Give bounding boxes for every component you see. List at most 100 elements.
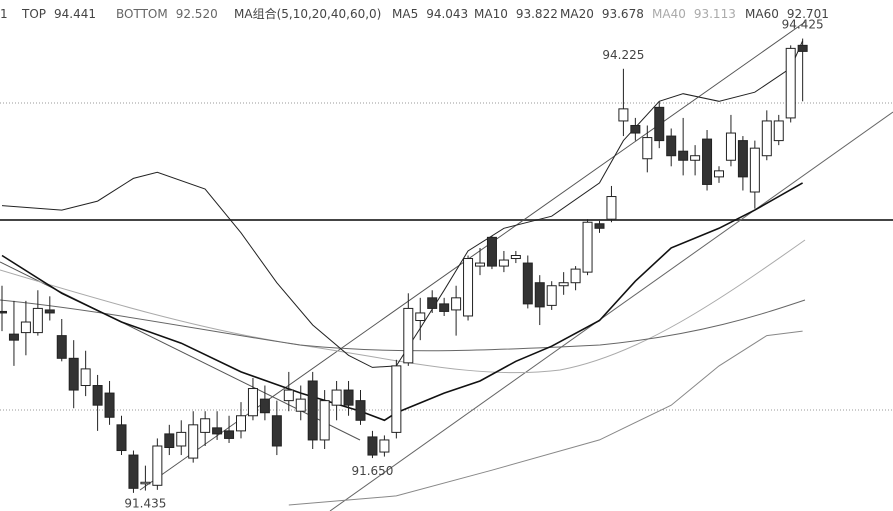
candle-body bbox=[570, 268, 581, 284]
header-value: 94.043 bbox=[426, 7, 468, 21]
candle-body bbox=[534, 282, 545, 308]
candle-body bbox=[319, 400, 330, 441]
candle-body bbox=[247, 388, 258, 417]
candle-body bbox=[56, 335, 67, 359]
annotation: 91.650 bbox=[351, 464, 393, 478]
candle-body bbox=[630, 124, 641, 134]
candle-body bbox=[224, 430, 235, 439]
candle-body bbox=[379, 439, 390, 453]
candle-body bbox=[271, 415, 282, 447]
header-name: 1 bbox=[0, 7, 8, 21]
candle-body bbox=[761, 120, 772, 157]
candle-body bbox=[451, 297, 462, 311]
candle-body bbox=[188, 424, 199, 459]
header-name: MA组合(5,10,20,40,60,0) bbox=[234, 6, 381, 21]
candle-body bbox=[331, 389, 342, 406]
candle-body bbox=[654, 106, 665, 142]
candle-body bbox=[343, 389, 354, 406]
candle-body bbox=[737, 140, 748, 178]
candle-body bbox=[642, 137, 653, 160]
header-name: BOTTOM bbox=[116, 7, 168, 21]
candle-body bbox=[522, 262, 533, 305]
indicator-line bbox=[288, 330, 803, 506]
candle-body bbox=[104, 392, 115, 418]
header-name: TOP bbox=[21, 7, 46, 21]
candle-body bbox=[558, 282, 569, 287]
candle-body bbox=[475, 262, 485, 267]
candle-body bbox=[797, 44, 808, 52]
header-name: MA5 bbox=[392, 7, 418, 21]
candle-body bbox=[463, 258, 474, 317]
candle-body bbox=[295, 398, 306, 412]
candle-body bbox=[546, 285, 557, 306]
candle-body bbox=[128, 454, 139, 489]
annotation: 94.425 bbox=[782, 18, 824, 32]
candle-body bbox=[236, 415, 246, 432]
candle-body bbox=[594, 223, 605, 229]
candle-body bbox=[702, 138, 713, 185]
candle-body bbox=[259, 398, 270, 414]
candle-body bbox=[403, 307, 414, 364]
candle-body bbox=[749, 147, 760, 193]
indicator-line bbox=[1, 40, 804, 368]
candle-body bbox=[200, 418, 211, 433]
indicator-line bbox=[1, 182, 803, 422]
candle-body bbox=[618, 108, 629, 122]
candle-body bbox=[582, 221, 593, 273]
header-value: 94.441 bbox=[54, 7, 96, 21]
candle-body bbox=[773, 120, 784, 142]
candle-body bbox=[212, 427, 223, 435]
candle-body bbox=[152, 445, 163, 486]
candle-body bbox=[0, 310, 7, 314]
candle-body bbox=[176, 431, 187, 447]
header-item: MA20 93.678 bbox=[560, 7, 644, 21]
candle-body bbox=[510, 255, 521, 260]
candle-body bbox=[164, 433, 175, 449]
candle-body bbox=[307, 380, 318, 441]
header-name: MA60 bbox=[745, 7, 779, 21]
header-item: MA10 93.822 bbox=[474, 7, 558, 21]
candle-body bbox=[714, 170, 724, 178]
candle-body bbox=[20, 321, 31, 334]
header-value: 93.822 bbox=[516, 7, 558, 21]
candle-body bbox=[8, 333, 19, 341]
candle-body bbox=[116, 424, 127, 452]
candle-body bbox=[140, 481, 151, 485]
candle-body bbox=[44, 309, 55, 314]
trend-line bbox=[329, 111, 893, 511]
header-name: MA20 bbox=[560, 7, 594, 21]
candle-body bbox=[725, 132, 736, 161]
candle-body bbox=[427, 297, 438, 309]
drawn-lines bbox=[0, 21, 893, 511]
candle-body bbox=[32, 307, 43, 334]
candle-body bbox=[283, 389, 294, 402]
candle-body bbox=[678, 150, 689, 161]
candle-body bbox=[498, 259, 509, 267]
candle-body bbox=[606, 196, 617, 220]
candle-body bbox=[486, 236, 497, 267]
header-value: 92.520 bbox=[176, 7, 218, 21]
header-item: MA5 94.043 bbox=[392, 7, 468, 21]
candle-body bbox=[391, 365, 402, 433]
ma-line bbox=[0, 299, 806, 352]
ma-line bbox=[0, 239, 806, 374]
header-item: MA组合(5,10,20,40,60,0) bbox=[234, 6, 381, 21]
annotation: 94.225 bbox=[602, 48, 644, 62]
candle-body bbox=[785, 47, 796, 119]
header-item: TOP 94.441 bbox=[21, 7, 96, 21]
header-item: MA60 92.701 bbox=[745, 7, 829, 21]
candle-body bbox=[690, 155, 701, 161]
annotation: 91.435 bbox=[124, 497, 166, 511]
header-item: BOTTOM 92.520 bbox=[116, 7, 218, 21]
header-item: MA40 93.113 bbox=[652, 7, 736, 21]
header-name: MA10 bbox=[474, 7, 508, 21]
header-value: 92.701 bbox=[787, 7, 829, 21]
header-value: 93.113 bbox=[694, 7, 736, 21]
candle-body bbox=[92, 385, 103, 406]
candle-body bbox=[80, 368, 91, 387]
header-value: 93.678 bbox=[602, 7, 644, 21]
candle-body bbox=[355, 400, 366, 421]
candle-body bbox=[666, 135, 677, 157]
candle-body bbox=[367, 436, 378, 456]
